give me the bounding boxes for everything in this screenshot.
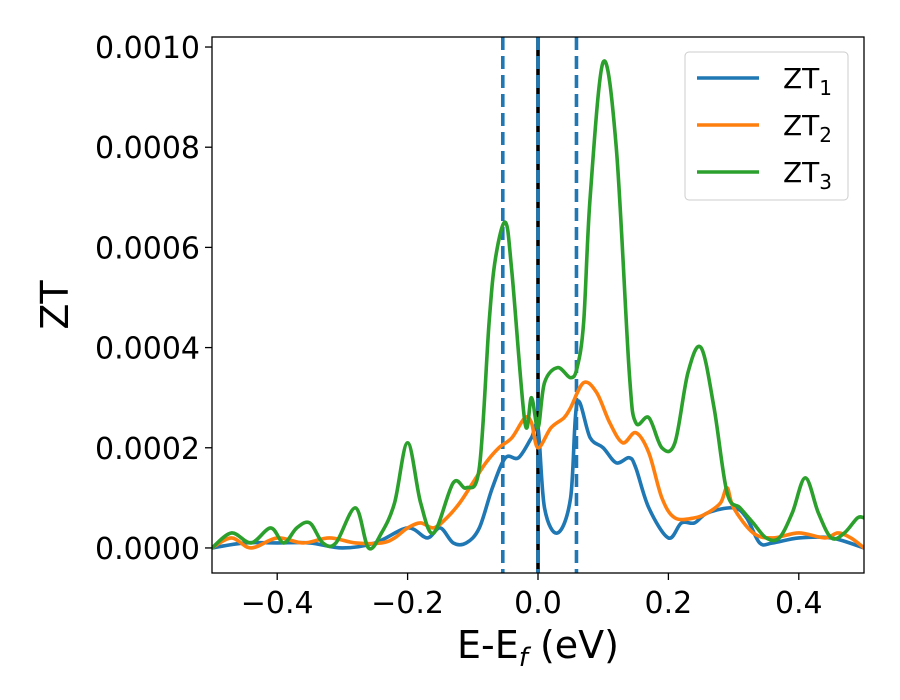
y-tick-label: 0.0008 — [95, 131, 200, 166]
legend-label-zt3: ZT3 — [783, 156, 832, 194]
y-tick-label: 0.0004 — [95, 332, 200, 367]
y-tick-label: 0.0000 — [95, 532, 200, 567]
y-tick-label: 0.0010 — [95, 31, 200, 66]
plot-area — [212, 37, 864, 573]
x-tick-label: 0.2 — [645, 586, 693, 621]
legend-box — [684, 51, 849, 201]
reference-lines — [500, 37, 579, 573]
legend: ZT1 ZT2 ZT3 — [684, 51, 849, 201]
x-tick-label: −0.2 — [371, 586, 444, 621]
x-tick-label: −0.4 — [241, 586, 314, 621]
legend-label-zt1: ZT1 — [783, 62, 832, 100]
x-tick-label: 0.4 — [775, 586, 823, 621]
series-layer — [212, 59, 864, 551]
series-line-zt3 — [212, 59, 864, 551]
series-line-zt1 — [212, 399, 864, 550]
y-tick-label: 0.0002 — [95, 432, 200, 467]
y-tick-label: 0.0006 — [95, 231, 200, 266]
x-axis-label: E-Ef (eV) — [457, 623, 619, 673]
x-tick-label: 0.0 — [514, 586, 562, 621]
x-axis: −0.4 −0.2 0.0 0.2 0.4 — [241, 573, 823, 621]
y-axis-label: ZT — [33, 280, 77, 330]
legend-label-zt2: ZT2 — [783, 109, 832, 147]
y-axis: 0.0000 0.0002 0.0004 0.0006 0.0008 0.0010 — [95, 31, 212, 567]
